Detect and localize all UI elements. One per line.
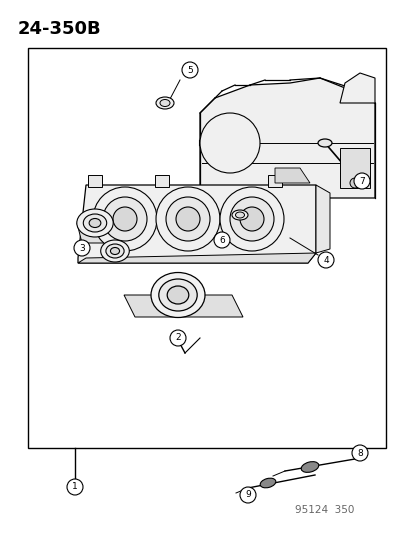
Ellipse shape (235, 212, 244, 218)
Circle shape (317, 252, 333, 268)
Ellipse shape (110, 247, 119, 254)
Polygon shape (199, 78, 374, 198)
Polygon shape (315, 185, 329, 253)
Ellipse shape (159, 100, 170, 107)
Bar (28, 48, 385, 448)
Ellipse shape (301, 462, 318, 472)
Polygon shape (77, 223, 118, 243)
Text: 24-350B: 24-350B (18, 20, 101, 38)
Ellipse shape (89, 219, 101, 228)
Circle shape (166, 197, 209, 241)
Ellipse shape (167, 286, 188, 304)
Circle shape (93, 187, 157, 251)
Bar (88, 175, 102, 187)
Text: 2: 2 (175, 334, 180, 343)
Ellipse shape (259, 478, 275, 488)
Text: 9: 9 (244, 490, 250, 499)
Text: 3: 3 (79, 244, 85, 253)
Polygon shape (339, 73, 374, 103)
Polygon shape (78, 185, 315, 263)
Ellipse shape (159, 279, 197, 311)
Text: 5: 5 (187, 66, 192, 75)
Text: 1: 1 (72, 482, 78, 491)
Ellipse shape (231, 210, 247, 220)
Polygon shape (78, 253, 315, 263)
Bar (267, 175, 281, 187)
Circle shape (219, 187, 283, 251)
Ellipse shape (100, 240, 129, 262)
Text: 8: 8 (356, 448, 362, 457)
Text: 95124  350: 95124 350 (294, 505, 354, 515)
Circle shape (74, 240, 90, 256)
Ellipse shape (106, 244, 124, 258)
Circle shape (170, 330, 185, 346)
Ellipse shape (317, 139, 331, 147)
Circle shape (353, 173, 369, 189)
Circle shape (113, 207, 137, 231)
Polygon shape (274, 168, 309, 183)
Circle shape (67, 479, 83, 495)
Bar (339, 148, 369, 188)
Ellipse shape (156, 97, 173, 109)
Circle shape (182, 62, 197, 78)
Polygon shape (124, 295, 242, 317)
Circle shape (240, 487, 255, 503)
Ellipse shape (77, 209, 113, 237)
Circle shape (349, 178, 359, 188)
Text: 4: 4 (323, 255, 328, 264)
Circle shape (351, 445, 367, 461)
Circle shape (209, 123, 249, 163)
Circle shape (156, 187, 219, 251)
Circle shape (240, 207, 263, 231)
Circle shape (103, 197, 147, 241)
Circle shape (219, 133, 240, 153)
Text: 6: 6 (218, 236, 224, 245)
Circle shape (230, 197, 273, 241)
Ellipse shape (151, 272, 204, 318)
Circle shape (199, 113, 259, 173)
Bar (154, 175, 169, 187)
Text: 7: 7 (358, 176, 364, 185)
Circle shape (214, 232, 230, 248)
Circle shape (176, 207, 199, 231)
Ellipse shape (83, 214, 107, 232)
